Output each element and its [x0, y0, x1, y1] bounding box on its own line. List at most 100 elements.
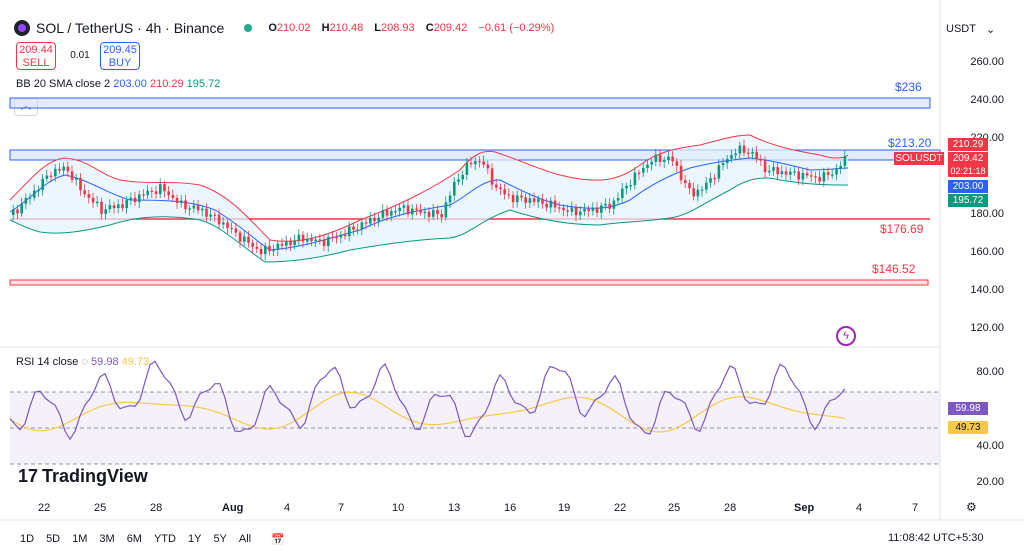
candle: [146, 190, 149, 196]
candle: [243, 236, 246, 242]
candle: [671, 156, 674, 162]
rsi-legend[interactable]: RSI 14 close ◌ 59.98 49.73: [16, 356, 150, 368]
candle: [79, 177, 82, 191]
candle: [763, 160, 767, 173]
candle: [100, 201, 103, 214]
candle: [163, 184, 166, 192]
time-tick: 25: [94, 502, 107, 514]
candle: [839, 165, 842, 169]
candle: [600, 205, 603, 213]
bb-lower-line: [9, 177, 849, 263]
candle: [83, 190, 86, 195]
price-tick: 160.00: [970, 246, 1004, 258]
candle: [780, 171, 784, 175]
timeframe-ytd[interactable]: YTD: [153, 533, 176, 545]
date-range-icon[interactable]: 📅: [271, 533, 285, 546]
candle: [70, 171, 74, 180]
symbol-title[interactable]: SOL / TetherUS · 4h · Binance: [36, 20, 225, 36]
candle: [41, 178, 44, 191]
timeframe-all[interactable]: All: [238, 533, 252, 545]
candle: [289, 240, 292, 246]
candle: [348, 226, 351, 237]
candle: [209, 214, 212, 217]
candle: [705, 182, 708, 190]
candle: [537, 198, 540, 203]
candle: [461, 174, 464, 180]
candle: [327, 236, 330, 247]
candle: [562, 207, 565, 211]
candle: [385, 209, 389, 216]
candle: [167, 191, 170, 196]
candle: [285, 240, 288, 246]
candle: [226, 222, 229, 228]
tradingview-logo[interactable]: 17 TradingView: [18, 466, 148, 486]
candle: [482, 161, 485, 165]
candle: [520, 195, 523, 198]
timeframe-1d[interactable]: 1D: [20, 533, 35, 545]
candle: [558, 207, 561, 209]
zone-146: [9, 279, 929, 286]
candle: [688, 183, 691, 189]
timeframe-3m[interactable]: 3M: [99, 533, 115, 545]
currency-selector[interactable]: USDT ⌄: [946, 23, 996, 36]
candle: [524, 197, 527, 203]
candle: [490, 168, 494, 185]
candle: [747, 152, 750, 154]
candle: [474, 161, 477, 165]
candle: [616, 198, 620, 201]
candle: [642, 167, 645, 173]
candle: [247, 236, 250, 243]
market-status-icon: [244, 24, 253, 32]
timeframe-1y[interactable]: 1Y: [187, 533, 202, 545]
timeframe-5y[interactable]: 5Y: [213, 533, 227, 545]
candle: [28, 197, 32, 199]
candle: [553, 200, 557, 208]
candle: [314, 239, 317, 242]
time-tick: Sep: [794, 502, 815, 514]
candle: [369, 217, 372, 224]
buy-button[interactable]: 209.45 BUY: [100, 42, 140, 70]
candle: [831, 174, 834, 176]
candle: [579, 211, 582, 216]
settings-icon[interactable]: ⚙: [966, 500, 977, 514]
candle: [793, 171, 796, 173]
rsi-tick: 80.00: [976, 366, 1004, 378]
bb-basis-tag: 203.00: [948, 180, 988, 193]
sell-button[interactable]: 209.44 SELL: [16, 42, 56, 70]
candle: [112, 205, 116, 209]
candle: [448, 195, 452, 203]
candle: [352, 226, 355, 230]
price-tick: 180.00: [970, 208, 1004, 220]
timeframe-5d[interactable]: 5D: [46, 533, 61, 545]
rsi-value-tag: 59.98: [948, 402, 988, 415]
candle: [583, 208, 586, 212]
candle: [62, 166, 65, 171]
timeframe-1m[interactable]: 1M: [72, 533, 88, 545]
candle: [587, 208, 590, 211]
clock-readout[interactable]: 11:08:42 UTC+5:30: [888, 532, 984, 544]
candle: [96, 201, 99, 204]
candle: [339, 234, 343, 238]
candle: [142, 194, 145, 196]
bb-legend[interactable]: BB 20 SMA close 2 203.00 210.29 195.72: [16, 78, 221, 90]
price-tick: 240.00: [970, 94, 1004, 106]
symbol-tag: SOLUSDT: [894, 152, 944, 165]
candle: [264, 245, 267, 255]
candle: [776, 167, 779, 175]
change-readout: −0.61 (−0.29%): [478, 22, 555, 34]
timeframe-6m[interactable]: 6M: [126, 533, 142, 545]
last-price-tag: 209.42: [948, 152, 988, 165]
time-tick: 28: [150, 502, 163, 514]
lightning-icon[interactable]: ϟ: [836, 326, 856, 346]
candle: [805, 173, 809, 176]
candle: [255, 246, 259, 249]
candle: [700, 189, 704, 191]
candle: [721, 163, 725, 166]
candle: [612, 200, 616, 209]
candle: [297, 234, 301, 241]
level-label-146: $146.52: [872, 262, 916, 276]
candle: [545, 203, 548, 208]
time-tick: 28: [724, 502, 737, 514]
candle: [684, 180, 687, 184]
